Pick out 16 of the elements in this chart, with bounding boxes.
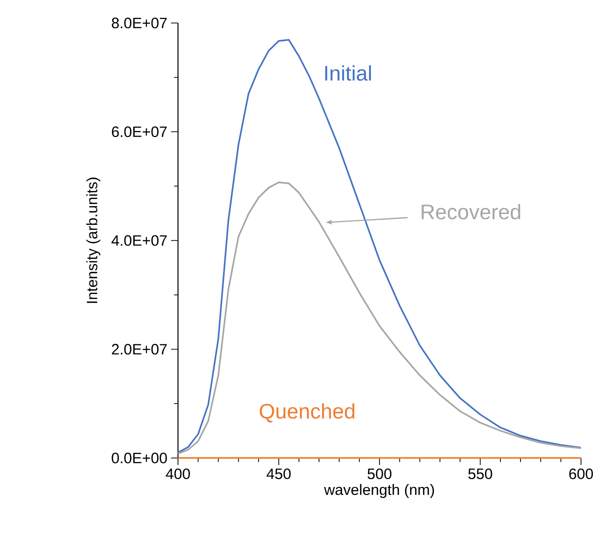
line-series — [177, 182, 582, 454]
series-label: Initial — [325, 65, 371, 81]
legend-label: Recovered — [422, 204, 520, 220]
y-tick-label: 6.0E+07 — [112, 126, 167, 138]
y-tick-label: 0.0E+00 — [112, 452, 167, 464]
x-tick-label: 600 — [569, 468, 593, 480]
x-tick-label: 500 — [368, 468, 392, 480]
y-tick-label: 8.0E+07 — [112, 18, 167, 28]
series-label: Quenched — [260, 403, 354, 422]
x-tick-label: 550 — [468, 468, 492, 480]
x-axis-title: wavelength (nm) — [324, 484, 434, 498]
x-tick-label: 450 — [266, 468, 291, 480]
y-tick-label: 4.0E+07 — [112, 235, 167, 246]
y-tick-label: 2.0E+07 — [112, 344, 167, 355]
y-axis-title: Intensity (arb.units) — [86, 178, 100, 303]
x-tick-label: 400 — [166, 468, 190, 480]
